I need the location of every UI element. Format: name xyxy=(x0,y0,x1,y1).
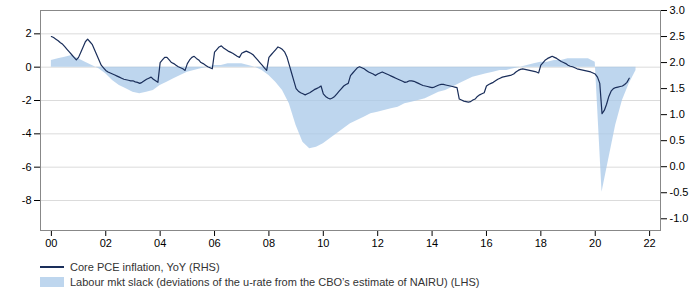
svg-text:12: 12 xyxy=(372,237,384,249)
svg-text:2.0: 2.0 xyxy=(670,56,685,68)
svg-text:0.0: 0.0 xyxy=(670,160,685,172)
svg-text:22: 22 xyxy=(643,237,655,249)
svg-text:06: 06 xyxy=(208,237,220,249)
svg-text:1.5: 1.5 xyxy=(670,82,685,94)
svg-text:1.0: 1.0 xyxy=(670,108,685,120)
svg-text:10: 10 xyxy=(317,237,329,249)
svg-text:00: 00 xyxy=(45,237,57,249)
svg-text:3.0: 3.0 xyxy=(670,4,685,16)
svg-text:2: 2 xyxy=(25,27,31,39)
svg-text:-0.5: -0.5 xyxy=(670,186,689,198)
svg-text:08: 08 xyxy=(263,237,275,249)
svg-text:18: 18 xyxy=(535,237,547,249)
svg-text:-8: -8 xyxy=(22,194,32,206)
html-text:Labour mkt slack (deviations o: Labour mkt slack (deviations of the u-ra… xyxy=(70,275,480,288)
svg-text:20: 20 xyxy=(589,237,601,249)
svg-text:16: 16 xyxy=(480,237,492,249)
svg-text:-2: -2 xyxy=(22,94,32,106)
svg-text:14: 14 xyxy=(426,237,438,249)
svg-text:2.5: 2.5 xyxy=(670,30,685,42)
svg-text:0.5: 0.5 xyxy=(670,134,685,146)
svg-text:04: 04 xyxy=(154,237,166,249)
svg-text:0: 0 xyxy=(25,61,31,73)
svg-text:-4: -4 xyxy=(22,127,32,139)
svg-text:-6: -6 xyxy=(22,161,32,173)
svg-text:-1.0: -1.0 xyxy=(670,212,689,224)
html-text:Core PCE inflation, YoY (RHS): Core PCE inflation, YoY (RHS) xyxy=(70,260,220,273)
svg-text:02: 02 xyxy=(100,237,112,249)
